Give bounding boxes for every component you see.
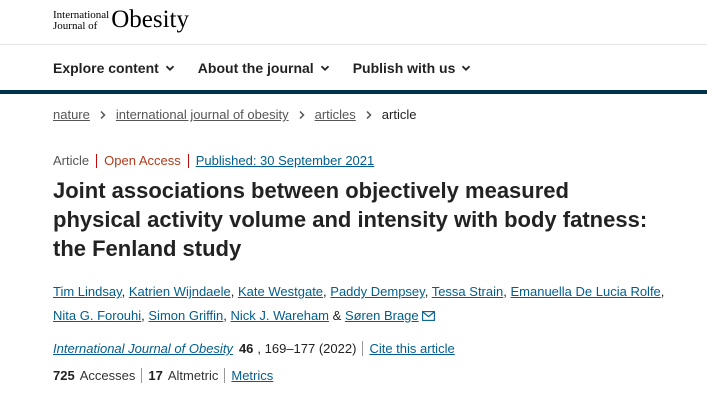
article-meta: Article Open Access Published: 30 Septem… <box>53 153 374 168</box>
chevron-right-icon <box>366 110 372 119</box>
site-header: International Journal of Obesity <box>0 0 707 45</box>
metrics-separator <box>141 368 143 383</box>
nav-about-journal[interactable]: About the journal <box>198 60 331 76</box>
author-link-corresponding[interactable]: Søren Brage <box>344 308 419 323</box>
author-link[interactable]: Katrien Wijndaele <box>128 284 231 299</box>
author-link[interactable]: Nick J. Wareham <box>230 308 330 323</box>
accesses-count: 725 <box>53 368 75 383</box>
accesses-label: Accesses <box>79 368 136 383</box>
chevron-down-icon <box>320 65 329 71</box>
nav-divider <box>0 90 707 94</box>
author-link[interactable]: Emanuella De Lucia Rolfe <box>510 284 661 299</box>
chevron-down-icon <box>462 65 471 71</box>
author-link[interactable]: Simon Griffin <box>148 308 224 323</box>
metrics-link[interactable]: Metrics <box>231 368 274 383</box>
author-link[interactable]: Tim Lindsay <box>53 284 122 299</box>
nav-publish-with-us[interactable]: Publish with us <box>353 60 473 76</box>
metrics-separator <box>224 368 226 383</box>
journal-name-link[interactable]: International Journal of Obesity <box>53 341 233 356</box>
main-nav: Explore content About the journal Publis… <box>0 45 707 90</box>
logo-line-2: Journal of <box>53 20 98 32</box>
logo-small-text: International Journal of <box>53 10 109 32</box>
article-type: Article <box>53 153 90 168</box>
breadcrumb: nature international journal of obesity … <box>53 107 416 122</box>
article-metrics: 725 Accesses 17 Altmetric Metrics <box>53 368 273 383</box>
citation-separator <box>362 341 364 356</box>
logo-line-1: International <box>53 9 110 21</box>
page-range: , 169–177 (2022) <box>257 341 357 356</box>
author-link[interactable]: Tessa Strain <box>431 284 504 299</box>
logo-big-text: Obesity <box>111 6 189 33</box>
breadcrumb-articles[interactable]: articles <box>314 107 356 122</box>
citation-line: International Journal of Obesity 46 , 16… <box>53 341 455 356</box>
altmetric-label: Altmetric <box>167 368 219 383</box>
journal-logo[interactable]: International Journal of Obesity <box>53 7 189 32</box>
nav-publish-with-us-label: Publish with us <box>352 59 456 76</box>
author-link[interactable]: Paddy Dempsey <box>330 284 425 299</box>
author-link[interactable]: Nita G. Forouhi <box>53 308 142 323</box>
published-date-link[interactable]: Published: 30 September 2021 <box>195 153 375 168</box>
author-link[interactable]: Kate Westgate <box>238 284 324 299</box>
breadcrumb-nature[interactable]: nature <box>53 107 90 122</box>
chevron-right-icon <box>299 110 305 119</box>
nav-about-journal-label: About the journal <box>197 59 314 76</box>
meta-separator <box>96 153 98 168</box>
breadcrumb-journal[interactable]: international journal of obesity <box>115 107 289 122</box>
chevron-down-icon <box>165 65 174 71</box>
breadcrumb-current: article <box>381 107 417 122</box>
nav-explore-content-label: Explore content <box>53 59 159 76</box>
article-title: Joint associations between objectively m… <box>53 178 648 261</box>
altmetric-count: 17 <box>148 368 163 383</box>
nav-explore-content[interactable]: Explore content <box>53 60 176 76</box>
open-access-badge: Open Access <box>104 153 181 168</box>
volume-number: 46 <box>238 341 254 356</box>
author-list: Tim Lindsay, Katrien Wijndaele, Kate Wes… <box>53 284 665 323</box>
chevron-right-icon <box>100 110 106 119</box>
email-icon[interactable] <box>421 311 435 321</box>
author-joiner: & <box>332 308 342 323</box>
meta-separator <box>187 153 189 168</box>
cite-article-link[interactable]: Cite this article <box>369 341 455 356</box>
